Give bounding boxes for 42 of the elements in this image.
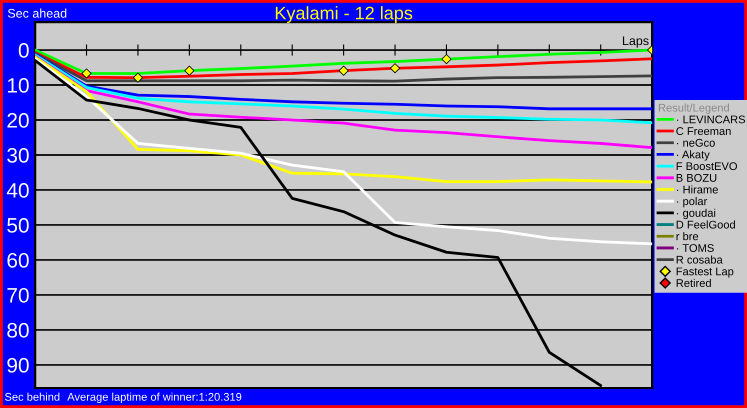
- text: Sec behind: [4, 392, 60, 401]
- y-tick-label: 10: [8, 78, 29, 93]
- legend-label: Fastest Lap: [676, 268, 734, 278]
- line-series: [35, 52, 652, 110]
- y-tick-label: 20: [7, 113, 29, 128]
- y-tick-label: 90: [7, 358, 29, 373]
- y-tick-label: 80: [7, 322, 29, 338]
- legend-label: · Hirame: [677, 185, 718, 194]
- legend-title: Result/Legend: [658, 103, 729, 114]
- point: [390, 63, 400, 74]
- text: Average laptime of winner:1:20.319: [67, 392, 242, 403]
- legend-label: · LEVINCARS: [677, 115, 746, 124]
- y-axis-title: Sec ahead: [8, 8, 66, 18]
- line-series: [35, 56, 652, 184]
- legend-label: r bre: [676, 232, 698, 240]
- point: [338, 66, 349, 76]
- x-axis-title: Laps: [622, 36, 649, 48]
- y-tick-label: 60: [7, 252, 29, 268]
- point: [82, 68, 92, 78]
- legend-label: R cosaba: [676, 255, 723, 264]
- line-series: [35, 57, 652, 246]
- legend-label: Retired: [676, 278, 711, 288]
- point: [132, 72, 143, 83]
- y-tick-label: 40: [6, 182, 29, 198]
- legend-label: C Freeman: [676, 127, 731, 136]
- legend-label: · polar: [677, 197, 708, 208]
- legend-label: · neGco: [677, 138, 715, 147]
- legend-label: · TOMS: [677, 244, 714, 252]
- y-tick-label: 0: [18, 43, 29, 58]
- legend-label: F BoostEVO: [676, 162, 737, 170]
- y-tick-label: 30: [7, 148, 29, 163]
- point: [441, 54, 452, 64]
- y-tick-label: 50: [7, 218, 29, 233]
- legend-label: D FeelGood: [676, 220, 735, 229]
- point: [184, 66, 194, 76]
- y-tick-label: 70: [7, 288, 29, 303]
- chart-title: Kyalami - 12 laps: [276, 6, 412, 23]
- legend-label: · Akaty: [677, 150, 710, 161]
- legend-label: B BOZU: [676, 174, 716, 182]
- legend-label: · goudai: [677, 208, 716, 220]
- line-series: [35, 54, 652, 150]
- line-series: [35, 54, 652, 124]
